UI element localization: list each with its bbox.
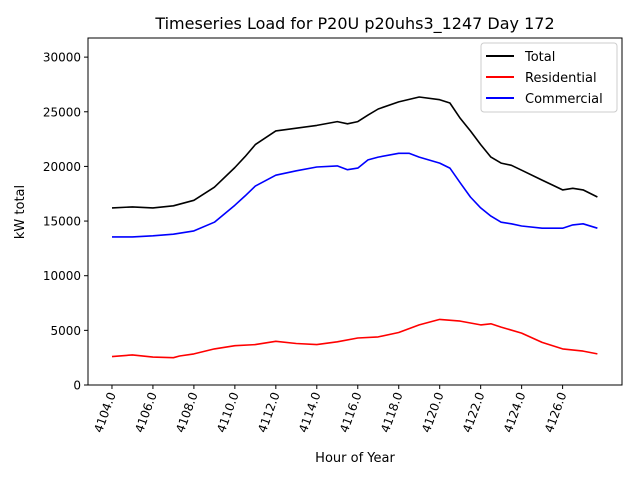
x-axis-label: Hour of Year xyxy=(315,451,395,466)
y-tick-label: 5000 xyxy=(50,324,81,338)
x-tick-label: 4104.0 xyxy=(91,390,119,434)
x-tick-label: 4108.0 xyxy=(173,390,201,434)
x-tick-label: 4122.0 xyxy=(460,390,488,434)
plot-frame xyxy=(87,37,623,386)
x-tick-label: 4110.0 xyxy=(214,390,242,434)
series-line-residential xyxy=(111,318,598,359)
legend-box xyxy=(480,42,618,113)
series-line-total xyxy=(111,96,598,209)
x-tick-label: 4112.0 xyxy=(255,390,283,434)
legend: Total Residential Commercial xyxy=(480,42,618,113)
y-tick-label: 20000 xyxy=(43,160,81,174)
y-tick-label: 25000 xyxy=(43,105,81,119)
x-tick-label: 4126.0 xyxy=(542,390,570,434)
chart-title: Timeseries Load for P20U p20uhs3_1247 Da… xyxy=(154,14,554,34)
x-tick-label: 4118.0 xyxy=(378,390,406,434)
x-tick-label: 4116.0 xyxy=(337,390,365,434)
x-tick-label: 4124.0 xyxy=(501,390,529,434)
series-line-commercial xyxy=(112,152,598,238)
legend-label-total: Total xyxy=(524,50,555,65)
legend-label-residential: Residential xyxy=(525,71,597,86)
y-tick-label: 0 xyxy=(73,379,81,393)
x-tick-label: 4120.0 xyxy=(419,390,447,434)
y-tick-label: 30000 xyxy=(43,51,81,65)
x-tick-label: 4114.0 xyxy=(296,390,324,434)
legend-label-commercial: Commercial xyxy=(525,92,603,107)
x-tick-label: 4106.0 xyxy=(132,390,160,434)
y-tick-label: 10000 xyxy=(43,269,81,283)
y-tick-label: 15000 xyxy=(43,215,81,229)
y-axis-label: kW total xyxy=(13,185,28,239)
